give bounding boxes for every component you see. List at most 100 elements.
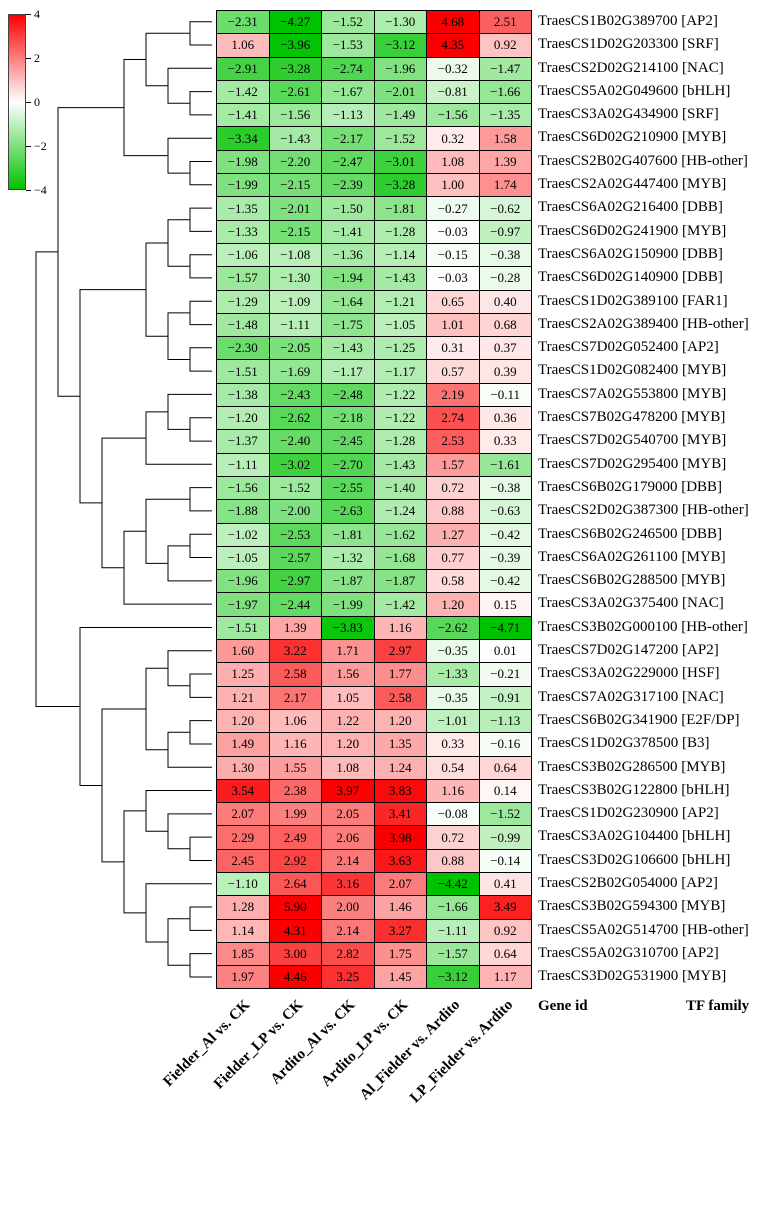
heatmap-cell: 0.32 bbox=[426, 126, 479, 150]
heatmap-cell: 0.14 bbox=[478, 778, 531, 803]
heatmap-cell: 0.88 bbox=[426, 848, 479, 872]
heatmap-cell: −0.81 bbox=[426, 79, 479, 104]
heatmap-cell: −3.12 bbox=[426, 965, 479, 989]
heatmap-cell: 2.00 bbox=[321, 895, 374, 919]
heatmap-cell: −1.20 bbox=[216, 406, 269, 430]
heatmap-cell: −0.35 bbox=[426, 685, 479, 709]
gene-label: TraesCS2D02G214100 [NAC] bbox=[538, 59, 724, 76]
heatmap-cell: 2.14 bbox=[321, 918, 374, 942]
heatmap-cell: −2.20 bbox=[268, 149, 321, 174]
heatmap-cell: −2.91 bbox=[216, 56, 269, 80]
heatmap-cell: −1.17 bbox=[373, 359, 426, 383]
heatmap-cell: 1.16 bbox=[268, 732, 321, 756]
heatmap-cell: 1.05 bbox=[321, 685, 374, 709]
gene-label: TraesCS5A02G049600 [bHLH] bbox=[538, 82, 731, 99]
heatmap-cell: 0.54 bbox=[426, 755, 479, 779]
heatmap-cell: −1.66 bbox=[426, 895, 479, 919]
heatmap-cell: −1.10 bbox=[216, 871, 269, 896]
gene-label: TraesCS6B02G288500 [MYB] bbox=[538, 572, 726, 589]
heatmap-cell: −1.53 bbox=[321, 33, 374, 57]
heatmap-cell: −1.56 bbox=[426, 103, 479, 127]
heatmap-cell: −1.22 bbox=[373, 406, 426, 430]
heatmap-cell: 2.49 bbox=[268, 825, 321, 849]
heatmap-cell: −1.52 bbox=[321, 10, 374, 34]
heatmap-cell: −1.51 bbox=[216, 615, 269, 640]
gene-label: TraesCS5A02G310700 [AP2] bbox=[538, 944, 719, 961]
heatmap-cell: −0.11 bbox=[478, 382, 531, 407]
heatmap-cell: −1.64 bbox=[321, 289, 374, 313]
heatmap-cell: 0.40 bbox=[478, 289, 531, 313]
dendrogram-lines bbox=[35, 21, 212, 978]
heatmap-cell: −0.27 bbox=[426, 196, 479, 220]
heatmap-cell: −0.91 bbox=[478, 685, 531, 709]
heatmap-cell: 0.36 bbox=[478, 406, 531, 430]
heatmap-cell: −1.09 bbox=[268, 289, 321, 313]
heatmap-cell: 0.31 bbox=[426, 336, 479, 360]
heatmap-cell: −1.50 bbox=[321, 196, 374, 220]
heatmap-cell: 2.19 bbox=[426, 382, 479, 407]
heatmap-cell: −2.44 bbox=[268, 592, 321, 616]
gene-label: TraesCS2A02G389400 [HB-other] bbox=[538, 315, 749, 332]
gene-label: TraesCS5A02G514700 [HB-other] bbox=[538, 921, 749, 938]
heatmap-cell: −1.87 bbox=[373, 569, 426, 593]
heatmap-cell: −2.61 bbox=[268, 79, 321, 104]
heatmap-cell: −0.14 bbox=[478, 848, 531, 872]
heatmap-cell: −2.01 bbox=[373, 79, 426, 104]
heatmap-cell: 2.29 bbox=[216, 825, 269, 849]
heatmap-cell: −1.43 bbox=[373, 452, 426, 476]
heatmap-cell: 0.58 bbox=[426, 569, 479, 593]
heatmap-cell: 3.22 bbox=[268, 639, 321, 663]
heatmap-cell: 1.85 bbox=[216, 941, 269, 966]
heatmap-cell: 1.27 bbox=[426, 522, 479, 546]
heatmap-cell: −2.48 bbox=[321, 382, 374, 407]
heatmap-cell: −1.30 bbox=[268, 266, 321, 290]
heatmap-cell: −1.01 bbox=[426, 708, 479, 733]
gene-label: TraesCS2B02G054000 [AP2] bbox=[538, 874, 718, 891]
heatmap-cell: 1.20 bbox=[373, 708, 426, 733]
heatmap-cell: 1.97 bbox=[216, 965, 269, 989]
heatmap-cell: −0.16 bbox=[478, 732, 531, 756]
heatmap-cell: 0.77 bbox=[426, 545, 479, 570]
heatmap-cell: 0.68 bbox=[478, 312, 531, 337]
gene-label: TraesCS7A02G553800 [MYB] bbox=[538, 385, 727, 402]
heatmap-cell: −1.96 bbox=[373, 56, 426, 80]
heatmap-cell: 1.35 bbox=[373, 732, 426, 756]
gene-label: TraesCS7B02G478200 [MYB] bbox=[538, 409, 726, 426]
heatmap-cell: 2.58 bbox=[268, 662, 321, 686]
heatmap-cell: −1.35 bbox=[478, 103, 531, 127]
heatmap-cell: −0.03 bbox=[426, 219, 479, 243]
heatmap-cell: 3.54 bbox=[216, 778, 269, 803]
heatmap-cell: −1.02 bbox=[216, 522, 269, 546]
heatmap-cell: −2.31 bbox=[216, 10, 269, 34]
heatmap-cell: −2.40 bbox=[268, 429, 321, 453]
gene-label: TraesCS6B02G246500 [DBB] bbox=[538, 525, 723, 542]
heatmap-cell: −3.12 bbox=[373, 33, 426, 57]
legend-tick-label: 2 bbox=[34, 51, 40, 65]
heatmap-cell: −1.24 bbox=[373, 499, 426, 523]
heatmap-cell: −3.01 bbox=[373, 149, 426, 174]
gene-label: TraesCS7D02G295400 [MYB] bbox=[538, 455, 727, 472]
heatmap-cell: −1.22 bbox=[373, 382, 426, 407]
heatmap-cell: −2.00 bbox=[268, 499, 321, 523]
heatmap-cell: −1.13 bbox=[478, 708, 531, 733]
gene-label: TraesCS3A02G104400 [bHLH] bbox=[538, 828, 731, 845]
heatmap-cell: −1.61 bbox=[478, 452, 531, 476]
heatmap-cell: −4.71 bbox=[478, 615, 531, 640]
heatmap-cell: 2.53 bbox=[426, 429, 479, 453]
heatmap-cell: −0.62 bbox=[478, 196, 531, 220]
heatmap-cell: −2.53 bbox=[268, 522, 321, 546]
heatmap-cell: −1.32 bbox=[321, 545, 374, 570]
heatmap-cell: −0.03 bbox=[426, 266, 479, 290]
gene-label: TraesCS2D02G387300 [HB-other] bbox=[538, 502, 749, 519]
row-dendrogram bbox=[35, 21, 212, 978]
legend-tick-mark bbox=[26, 58, 31, 59]
heatmap-cell: −1.40 bbox=[373, 475, 426, 500]
legend-tick-label: −4 bbox=[34, 183, 47, 197]
heatmap-cell: −1.56 bbox=[268, 103, 321, 127]
heatmap-cell: −1.88 bbox=[216, 499, 269, 523]
gene-label: TraesCS3B02G286500 [MYB] bbox=[538, 758, 726, 775]
heatmap-cell: −0.97 bbox=[478, 219, 531, 243]
heatmap-cell: −1.99 bbox=[321, 592, 374, 616]
heatmap-cell: 1.16 bbox=[373, 615, 426, 640]
heatmap-cell: −4.42 bbox=[426, 871, 479, 896]
